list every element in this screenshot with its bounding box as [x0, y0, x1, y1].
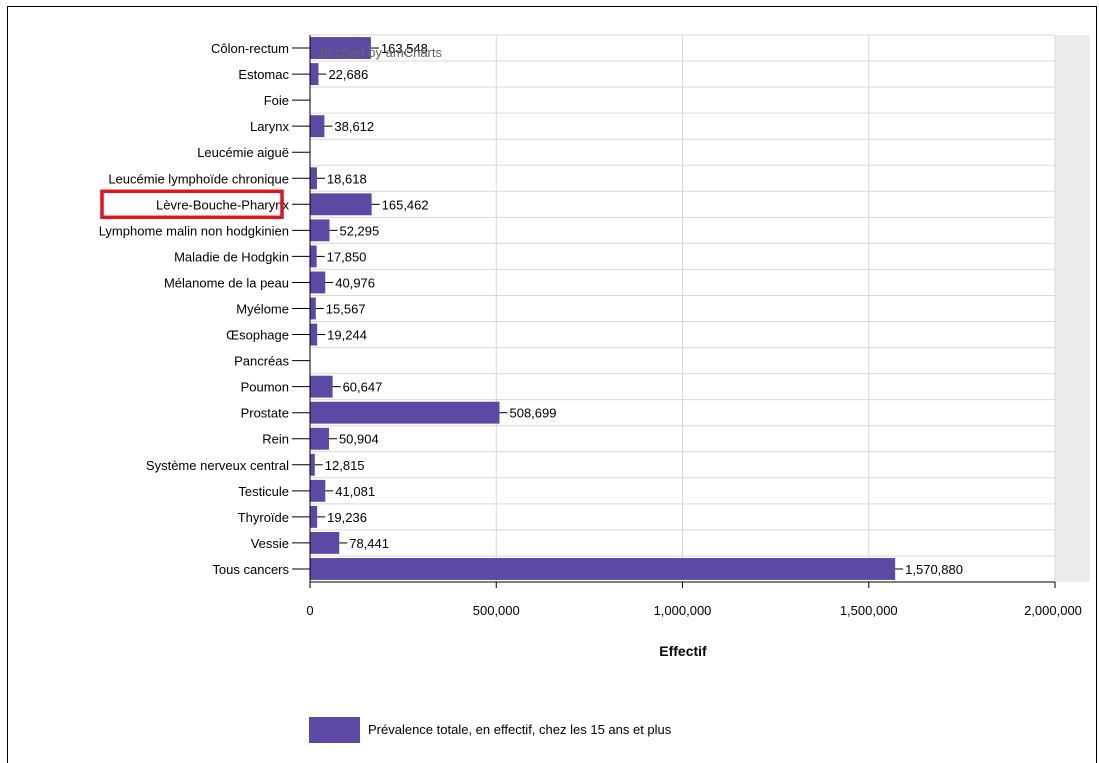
value-label: 1,570,880: [905, 562, 963, 577]
bars: [310, 37, 896, 580]
bar[interactable]: [310, 245, 317, 268]
bar[interactable]: [310, 479, 326, 502]
x-tick-label: 0: [306, 603, 313, 618]
value-label: 40,976: [335, 275, 375, 290]
category-label: Prostate: [241, 406, 289, 421]
legend-label[interactable]: Prévalence totale, en effectif, chez les…: [368, 722, 672, 737]
x-tick-label: 2,000,000: [1024, 603, 1082, 618]
x-tick-label: 500,000: [473, 603, 520, 618]
category-label: Lèvre-Bouche-Pharynx: [156, 197, 289, 212]
bar[interactable]: [310, 63, 319, 86]
bar[interactable]: [310, 193, 372, 216]
chart-frame: [7, 6, 1097, 763]
value-label: 60,647: [343, 380, 383, 395]
grid: [310, 34, 1056, 582]
category-label: Myélome: [236, 302, 289, 317]
x-tick-label: 1,500,000: [840, 603, 898, 618]
value-label: 19,236: [327, 510, 367, 525]
highlight-box: [100, 189, 284, 220]
category-label: Leucémie aiguë: [197, 145, 289, 160]
bar[interactable]: [310, 401, 500, 424]
bar[interactable]: [310, 531, 340, 554]
bar[interactable]: [310, 323, 318, 346]
category-label: Leucémie lymphoïde chronique: [108, 171, 289, 186]
category-label: Vessie: [251, 536, 289, 551]
category-label: Œsophage: [226, 328, 289, 343]
bar[interactable]: [310, 37, 371, 59]
watermark-text[interactable]: JS chart by amCharts: [317, 45, 442, 60]
bar[interactable]: [310, 297, 316, 320]
value-label: 22,686: [328, 67, 368, 82]
legend-swatch[interactable]: [309, 717, 360, 743]
category-label: Testicule: [238, 484, 289, 499]
value-label: 50,904: [339, 432, 379, 447]
value-label: 165,462: [382, 197, 429, 212]
category-label: Larynx: [250, 119, 290, 134]
bar[interactable]: [310, 505, 318, 528]
category-label: Foie: [264, 93, 289, 108]
category-label: Estomac: [238, 67, 289, 82]
value-label: 12,815: [325, 458, 365, 473]
value-label: 41,081: [335, 484, 375, 499]
value-label: 52,295: [339, 223, 379, 238]
bar[interactable]: [310, 427, 329, 450]
category-label: Mélanome de la peau: [164, 275, 289, 290]
bar[interactable]: [310, 375, 333, 398]
x-axis-title: Effectif: [659, 643, 707, 659]
value-label: 78,441: [349, 536, 389, 551]
category-labels: Côlon-rectum Estomac Foie Larynx Leucémie ai…: [99, 41, 290, 577]
value-label: 19,244: [327, 328, 367, 343]
category-label: Rein: [262, 432, 289, 447]
bar[interactable]: [310, 219, 330, 242]
category-label: Maladie de Hodgkin: [174, 249, 289, 264]
value-label: 15,567: [326, 302, 366, 317]
bar[interactable]: [310, 271, 326, 294]
value-label: 38,612: [334, 119, 374, 134]
category-label: Lymphome malin non hodgkinien: [99, 223, 289, 238]
plot-background-tail: [1055, 35, 1090, 582]
category-label: Côlon-rectum: [211, 41, 289, 56]
category-label: Pancréas: [234, 354, 289, 369]
value-label: 163,548: [381, 41, 428, 56]
bar[interactable]: [310, 115, 325, 138]
category-label: Système nerveux central: [146, 458, 289, 473]
category-label: Tous cancers: [212, 562, 289, 577]
category-label: Poumon: [241, 380, 289, 395]
axes: 0 500,000 1,000,000 1,500,000 2,000,000: [292, 35, 1082, 618]
bar[interactable]: [310, 453, 315, 476]
value-label: 18,618: [327, 171, 367, 186]
value-label: 508,699: [509, 406, 556, 421]
bar[interactable]: [310, 167, 317, 190]
value-label: 17,850: [327, 249, 367, 264]
category-label: Thyroïde: [238, 510, 289, 525]
bar[interactable]: [310, 558, 896, 580]
x-tick-label: 1,000,000: [654, 603, 712, 618]
